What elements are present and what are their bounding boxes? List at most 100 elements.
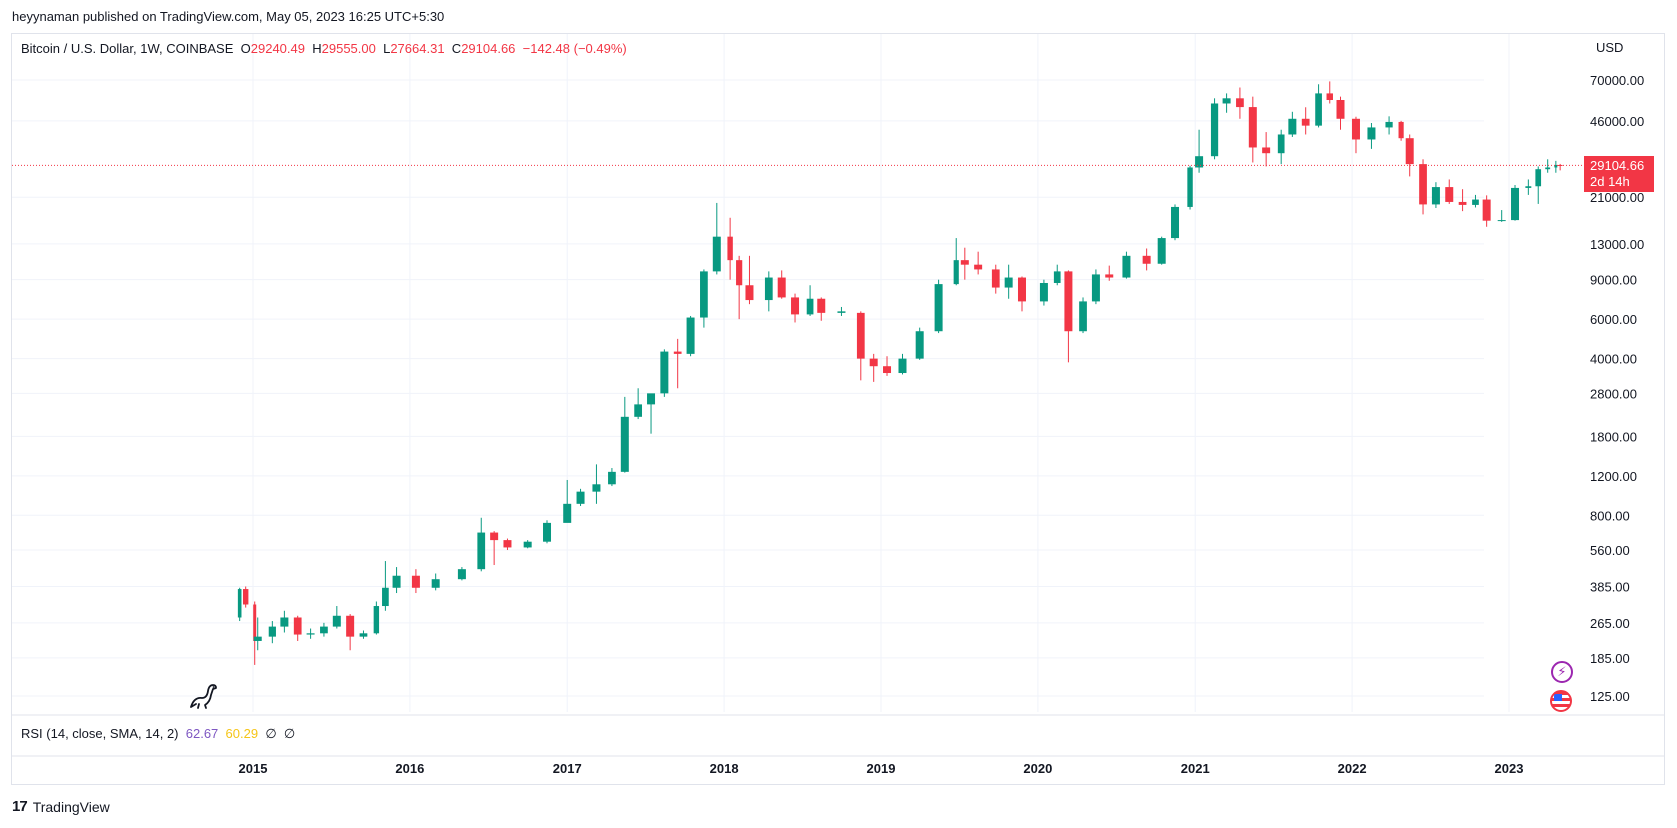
candle-body: [359, 633, 368, 637]
x-tick-label: 2015: [239, 761, 268, 776]
candle-body: [1171, 206, 1180, 239]
rsi-extra-1: ∅: [265, 726, 277, 741]
y-tick-label: 800.00: [1590, 508, 1630, 523]
candle-body: [1122, 255, 1131, 278]
candle-body: [392, 575, 401, 588]
candle-body: [1262, 147, 1271, 154]
candle-body: [1315, 93, 1322, 126]
candle-body: [806, 298, 814, 315]
low-label: L: [383, 41, 391, 56]
y-tick-label: 13000.00: [1590, 237, 1644, 252]
last-price-tag: 29104.66 2d 14h: [1584, 156, 1654, 192]
rsi-label[interactable]: RSI (14, close, SMA, 14, 2): [21, 726, 179, 741]
candle-body: [1142, 255, 1151, 264]
candle-body: [1301, 118, 1310, 126]
candle-body: [1236, 98, 1244, 108]
candle-body: [268, 626, 276, 637]
chart-frame: [11, 33, 1665, 785]
x-tick-label: 2023: [1495, 761, 1524, 776]
candle-body: [1222, 98, 1231, 104]
y-tick-label: 2800.00: [1590, 386, 1637, 401]
y-tick-label: 1800.00: [1590, 429, 1637, 444]
candle-body: [1210, 103, 1219, 157]
candle-body: [1064, 271, 1073, 332]
close-label: C: [451, 41, 462, 56]
candle-body: [1326, 93, 1333, 100]
footer-brand[interactable]: TradingView: [32, 798, 110, 815]
candle-body: [837, 311, 846, 313]
candle-body: [253, 604, 257, 641]
candle-body: [953, 260, 959, 285]
candle-body: [934, 284, 943, 332]
candle-body: [673, 351, 682, 354]
y-tick-label: 185.00: [1590, 651, 1630, 666]
candle-body: [856, 312, 865, 359]
candle-body: [817, 298, 826, 313]
open-value: 29240.49: [250, 41, 305, 56]
candle-body: [1431, 187, 1440, 205]
candle-body: [1248, 107, 1257, 148]
x-tick-label: 2016: [395, 761, 424, 776]
candle-body: [620, 416, 629, 472]
candle-body: [660, 351, 669, 394]
candle-body: [253, 636, 262, 641]
candle-body: [869, 358, 878, 367]
footer: 17 TradingView: [12, 798, 110, 815]
candle-body: [974, 264, 983, 270]
open-label: O: [240, 41, 251, 56]
candle-body: [431, 579, 440, 588]
y-tick-label: 6000.00: [1590, 312, 1637, 327]
candle-body: [237, 589, 242, 618]
candle-body: [1497, 220, 1506, 222]
candle-body: [1511, 187, 1520, 221]
candle-body: [1157, 238, 1166, 264]
dinosaur-icon: [190, 684, 217, 709]
x-tick-label: 2021: [1181, 761, 1210, 776]
candle-body: [280, 617, 289, 627]
rsi-sma-value: 60.29: [225, 726, 259, 741]
y-tick-label: 385.00: [1590, 579, 1630, 594]
candle-body: [1419, 164, 1427, 205]
candle-body: [700, 271, 708, 318]
candle-body: [1187, 167, 1193, 207]
candle-body: [634, 404, 643, 417]
x-tick-label: 2018: [710, 761, 739, 776]
candle-body: [1053, 271, 1061, 283]
candle-body: [777, 277, 786, 298]
candle-body: [1105, 274, 1114, 278]
candle-body: [1367, 127, 1376, 140]
tradingview-logo-icon[interactable]: 17: [12, 798, 28, 815]
candle-body: [647, 393, 656, 405]
candle-body: [320, 626, 328, 634]
candle-body: [563, 503, 572, 523]
candle-body: [960, 260, 969, 265]
candle-body: [242, 589, 249, 605]
candle-body: [1482, 199, 1491, 221]
symbol-label[interactable]: Bitcoin / U.S. Dollar, 1W, COINBASE: [21, 41, 234, 56]
us-flag-icon[interactable]: [1550, 690, 1572, 712]
candle-body: [1336, 99, 1345, 119]
candle-body: [293, 617, 302, 635]
candle-body: [1004, 277, 1013, 288]
y-tick-label: 21000.00: [1590, 190, 1644, 205]
x-tick-label: 2020: [1023, 761, 1052, 776]
candle-body: [1545, 167, 1551, 170]
candle-body: [736, 260, 743, 286]
candle-body: [332, 615, 341, 627]
y-tick-label: 4000.00: [1590, 352, 1637, 367]
candle-body: [490, 532, 499, 541]
candle-body: [1351, 118, 1360, 140]
x-tick-label: 2017: [553, 761, 582, 776]
candle-body: [543, 522, 552, 542]
candle-body: [745, 285, 754, 301]
y-tick-label: 560.00: [1590, 543, 1630, 558]
candle-body: [592, 484, 601, 492]
lightning-icon[interactable]: ⚡: [1551, 661, 1573, 683]
candle-body: [457, 569, 466, 580]
candle-body: [712, 236, 721, 272]
candle-body: [1079, 301, 1087, 332]
high-value: 29555.00: [321, 41, 376, 56]
y-tick-label: 1200.00: [1590, 469, 1637, 484]
candle-body: [523, 541, 532, 548]
